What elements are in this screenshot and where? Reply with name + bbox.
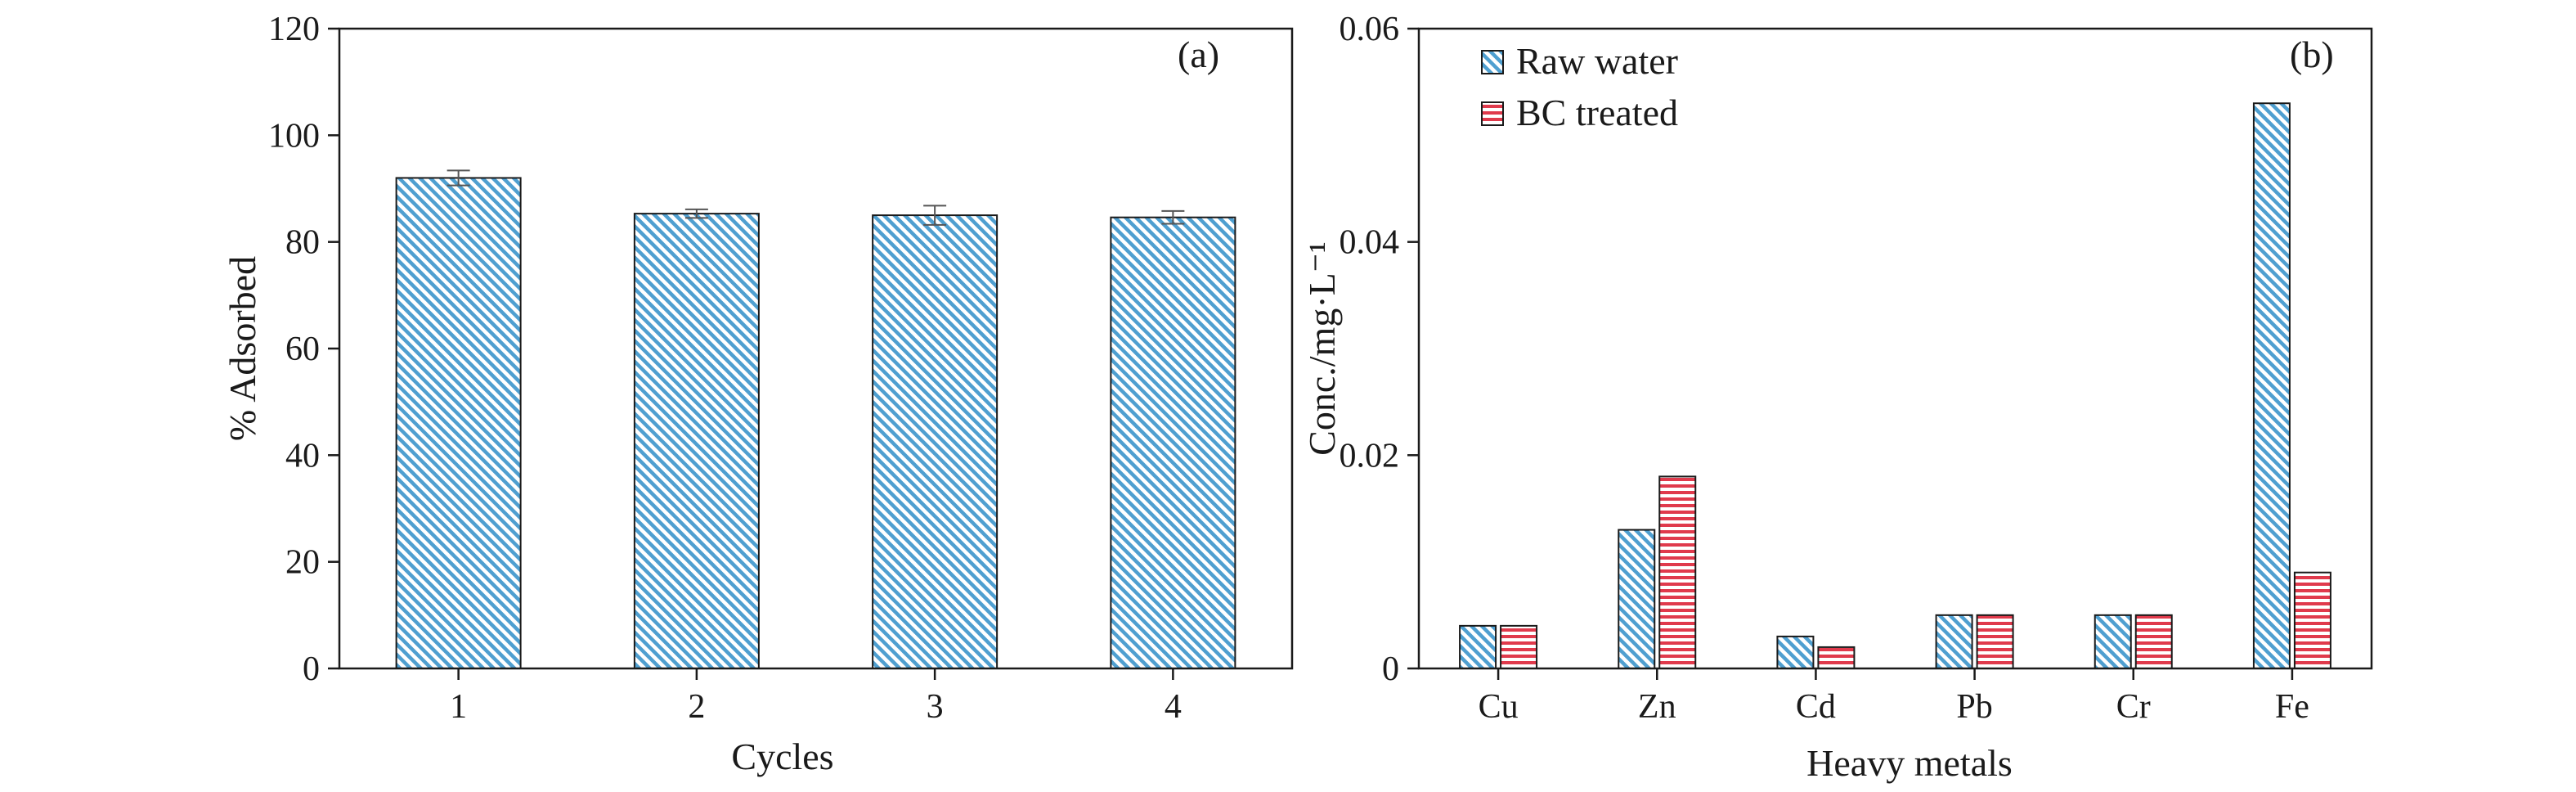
- bar-raw-water-zn: [1618, 529, 1656, 669]
- y-tick-label-120: 120: [268, 11, 320, 48]
- panel-a-y-axis-title: % Adsorbed: [222, 256, 263, 441]
- legend-item-raw-water: Raw water: [1481, 40, 1678, 82]
- panel-b-y-ticks: 0 0.02 0.04 0.06: [1340, 11, 1419, 688]
- y-tick-label-60: 60: [285, 331, 320, 368]
- panel-b: 0 0.02 0.04 0.06 Cu Zn Cd Pb Cr Fe (b) Heavy met…: [1301, 11, 2373, 784]
- bar-bc-treated-cu: [1500, 624, 1538, 669]
- legend-label-raw-water: Raw water: [1516, 40, 1678, 82]
- bar-bc-treated-zn: [1658, 475, 1697, 670]
- panel-b-bars: [1459, 102, 2331, 670]
- bar-cycle-3: [872, 214, 999, 670]
- bar-cycle-1: [395, 177, 522, 669]
- legend-item-bc-treated: BC treated: [1481, 92, 1678, 133]
- error-bar-cycle-3: [923, 205, 947, 226]
- x-tick-label-zn: Zn: [1638, 688, 1676, 726]
- y-tick-label-0-04: 0.04: [1340, 224, 1400, 262]
- bar-bc-treated-cd: [1817, 646, 1856, 670]
- panel-a-x-ticks: 1 2 3 4: [450, 668, 1182, 726]
- bar-cycle-2: [633, 213, 760, 669]
- panel-b-x-ticks: Cu Zn Cd Pb Cr Fe: [1479, 668, 2309, 726]
- panel-a-x-axis-title: Cycles: [731, 736, 833, 777]
- legend-swatch-raw-water: [1481, 50, 1504, 74]
- bar-bc-treated-pb: [1976, 614, 2014, 669]
- y-tick-label-0: 0: [303, 650, 320, 688]
- error-bar-cycle-1: [447, 169, 470, 187]
- bar-raw-water-fe: [2252, 102, 2291, 669]
- x-tick-label-cr: Cr: [2116, 688, 2151, 726]
- bar-bc-treated-fe: [2293, 571, 2331, 670]
- legend-label-bc-treated: BC treated: [1516, 92, 1678, 133]
- y-tick-label-0-06: 0.06: [1340, 11, 1400, 48]
- bar-bc-treated-cr: [2134, 614, 2173, 669]
- y-tick-label-40: 40: [285, 437, 320, 475]
- bar-raw-water-cu: [1459, 624, 1497, 669]
- panel-b-plot-frame: [1417, 27, 2373, 670]
- y-tick-label-0-02: 0.02: [1340, 437, 1400, 475]
- x-tick-label-4: 4: [1165, 688, 1182, 726]
- y-tick-label-80: 80: [285, 224, 320, 262]
- panel-b-y-axis-title: Conc./mg·L⁻¹: [1301, 241, 1343, 456]
- panel-a-y-ticks: 0 20 40 60 80 100 120: [268, 11, 339, 688]
- panel-a-bars: [395, 177, 1236, 670]
- bar-cycle-4: [1110, 216, 1236, 669]
- panel-a-tag: (a): [1178, 34, 1219, 75]
- y-tick-label-20: 20: [285, 544, 320, 582]
- x-tick-label-pb: Pb: [1956, 688, 1992, 726]
- bar-raw-water-cd: [1776, 635, 1815, 670]
- legend: Raw water BC treated: [1481, 40, 1678, 133]
- panel-b-x-axis-title: Heavy metals: [1806, 742, 2013, 784]
- x-tick-label-cd: Cd: [1796, 688, 1836, 726]
- x-tick-label-3: 3: [927, 688, 944, 726]
- panel-b-tag: (b): [2290, 34, 2334, 75]
- y-tick-label-0: 0: [1382, 650, 1399, 688]
- x-tick-label-cu: Cu: [1479, 688, 1519, 726]
- x-tick-label-1: 1: [450, 688, 467, 726]
- bar-raw-water-pb: [1935, 614, 1973, 669]
- error-bar-cycle-2: [684, 208, 708, 219]
- x-tick-label-fe: Fe: [2275, 688, 2309, 726]
- legend-swatch-bc-treated: [1481, 101, 1504, 126]
- y-tick-label-100: 100: [268, 117, 320, 155]
- error-bar-cycle-4: [1161, 209, 1185, 225]
- panel-a: 0 20 40 60 80 100 120 1 2 3 4 (a) Cycles % Adsorb…: [222, 11, 1294, 777]
- x-tick-label-2: 2: [688, 688, 705, 726]
- panel-a-error-bars: [447, 169, 1185, 226]
- bar-raw-water-cr: [2094, 614, 2132, 669]
